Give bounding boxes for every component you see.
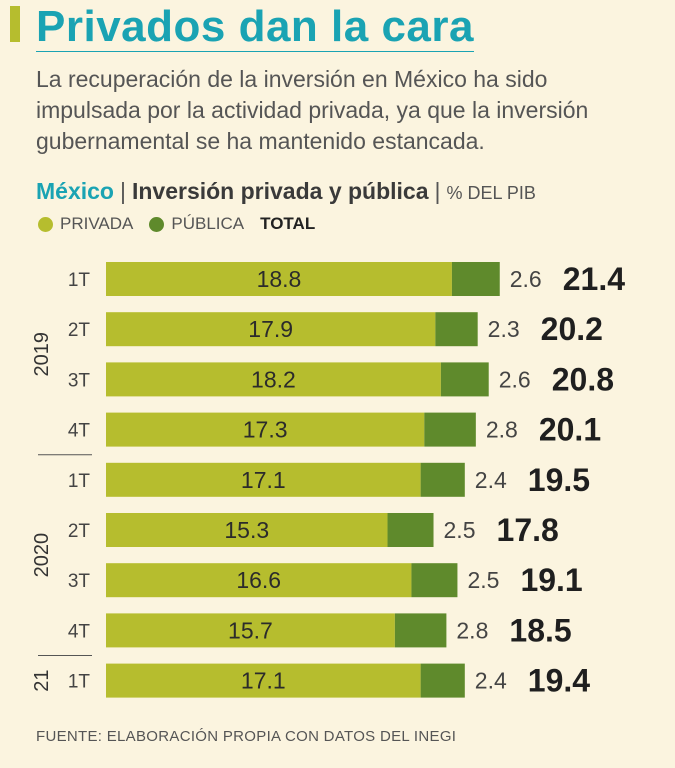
legend-public: PÚBLICA xyxy=(149,214,244,234)
bar-private xyxy=(106,362,441,397)
year-group-label: 2019 xyxy=(31,332,53,377)
public-value-label: 2.6 xyxy=(499,366,531,392)
bar-private xyxy=(106,613,395,648)
chart-country: México xyxy=(36,178,114,204)
private-value-label: 18.2 xyxy=(251,366,296,392)
legend-public-swatch xyxy=(149,216,165,232)
bar-public xyxy=(387,513,434,547)
bar-public xyxy=(420,663,465,698)
quarter-tick-label: 4T xyxy=(68,421,91,442)
private-value-label: 15.7 xyxy=(228,617,273,643)
bar-private xyxy=(106,262,452,296)
legend-private-label: PRIVADA xyxy=(60,214,134,233)
legend-private: PRIVADA xyxy=(38,214,133,234)
public-value-label: 2.8 xyxy=(456,617,488,643)
heading-separator: | xyxy=(119,178,126,204)
total-value-label: 19.1 xyxy=(520,562,582,598)
public-value-label: 2.6 xyxy=(510,266,542,292)
private-value-label: 17.1 xyxy=(241,467,286,493)
chart-heading: México | Inversión privada y pública |% DEL… xyxy=(36,178,536,205)
page-title: Privados dan la cara xyxy=(36,2,474,51)
legend-public-label: PÚBLICA xyxy=(171,214,245,233)
bar-public xyxy=(451,262,500,296)
source-note: FUENTE: ELABORACIÓN PROPIA CON DATOS DEL… xyxy=(36,728,457,745)
bar-public xyxy=(420,462,465,497)
chart-legend: PRIVADA PÚBLICA TOTAL xyxy=(38,214,331,234)
bar-public xyxy=(435,312,478,347)
total-value-label: 20.2 xyxy=(541,311,603,347)
private-value-label: 17.3 xyxy=(243,417,288,443)
private-value-label: 18.8 xyxy=(257,266,302,292)
quarter-tick-label: 1T xyxy=(68,270,91,291)
total-value-label: 20.8 xyxy=(552,361,614,397)
year-group-label: 21 xyxy=(31,669,53,691)
bar-private xyxy=(106,312,436,347)
total-value-label: 17.8 xyxy=(497,512,559,548)
chart-unit: % DEL PIB xyxy=(446,183,536,203)
legend-private-swatch xyxy=(38,216,53,232)
chart-name: Inversión privada y pública xyxy=(131,178,429,204)
quarter-tick-label: 2T xyxy=(68,521,91,542)
bar-private xyxy=(106,513,388,547)
bar-public xyxy=(424,412,476,447)
private-value-label: 16.6 xyxy=(236,567,281,593)
title-divider xyxy=(36,51,474,52)
bar-private xyxy=(106,412,425,447)
total-value-label: 18.5 xyxy=(509,612,571,648)
public-value-label: 2.4 xyxy=(475,467,507,493)
public-value-label: 2.4 xyxy=(475,668,507,694)
quarter-tick-label: 4T xyxy=(68,621,91,642)
page-subtitle: La recuperación de la inversión en Méxic… xyxy=(36,66,589,154)
public-value-label: 2.8 xyxy=(486,417,518,443)
quarter-tick-label: 1T xyxy=(68,471,91,492)
bar-public xyxy=(440,362,489,397)
bar-public xyxy=(394,613,447,648)
total-value-label: 20.1 xyxy=(539,412,601,448)
private-value-label: 15.3 xyxy=(224,517,269,543)
bar-private xyxy=(106,462,421,497)
total-value-label: 21.4 xyxy=(563,261,625,297)
quarter-tick-label: 3T xyxy=(68,370,91,391)
quarter-tick-label: 3T xyxy=(68,571,91,592)
public-value-label: 2.3 xyxy=(488,316,520,342)
year-group-label: 2020 xyxy=(31,533,53,578)
total-value-label: 19.4 xyxy=(528,663,590,699)
title-accent-bar xyxy=(10,6,20,42)
bar-private xyxy=(106,663,421,698)
quarter-tick-label: 2T xyxy=(68,320,91,341)
public-value-label: 2.5 xyxy=(444,517,476,543)
public-value-label: 2.5 xyxy=(467,567,499,593)
bar-public xyxy=(411,563,458,598)
bar-private xyxy=(106,563,412,598)
private-value-label: 17.1 xyxy=(241,668,286,694)
private-value-label: 17.9 xyxy=(248,316,293,342)
quarter-tick-label: 1T xyxy=(68,672,91,693)
heading-separator: | xyxy=(434,178,441,204)
legend-total-label: TOTAL xyxy=(260,214,316,233)
total-value-label: 19.5 xyxy=(528,462,590,498)
